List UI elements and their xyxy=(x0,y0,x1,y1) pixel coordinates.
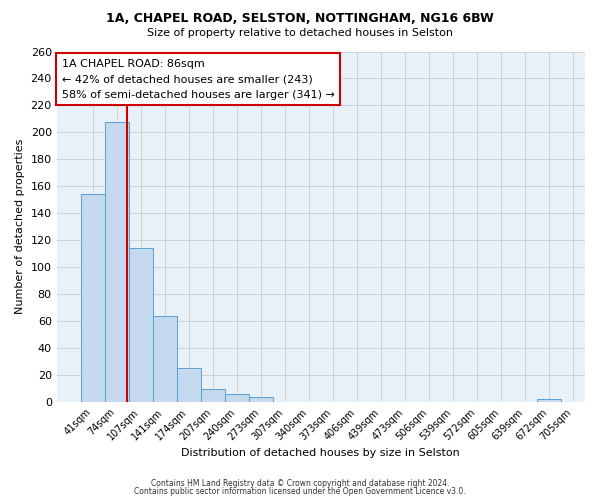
Bar xyxy=(537,400,561,402)
Bar xyxy=(201,388,225,402)
Bar xyxy=(129,248,153,402)
Bar xyxy=(153,316,177,402)
Bar xyxy=(225,394,249,402)
Text: 1A, CHAPEL ROAD, SELSTON, NOTTINGHAM, NG16 6BW: 1A, CHAPEL ROAD, SELSTON, NOTTINGHAM, NG… xyxy=(106,12,494,26)
Bar xyxy=(104,122,129,402)
Text: Contains public sector information licensed under the Open Government Licence v3: Contains public sector information licen… xyxy=(134,487,466,496)
X-axis label: Distribution of detached houses by size in Selston: Distribution of detached houses by size … xyxy=(181,448,460,458)
Text: Contains HM Land Registry data © Crown copyright and database right 2024.: Contains HM Land Registry data © Crown c… xyxy=(151,478,449,488)
Bar xyxy=(249,396,273,402)
Y-axis label: Number of detached properties: Number of detached properties xyxy=(15,139,25,314)
Text: Size of property relative to detached houses in Selston: Size of property relative to detached ho… xyxy=(147,28,453,38)
Bar xyxy=(80,194,104,402)
Text: 1A CHAPEL ROAD: 86sqm
← 42% of detached houses are smaller (243)
58% of semi-det: 1A CHAPEL ROAD: 86sqm ← 42% of detached … xyxy=(62,58,335,100)
Bar xyxy=(177,368,201,402)
